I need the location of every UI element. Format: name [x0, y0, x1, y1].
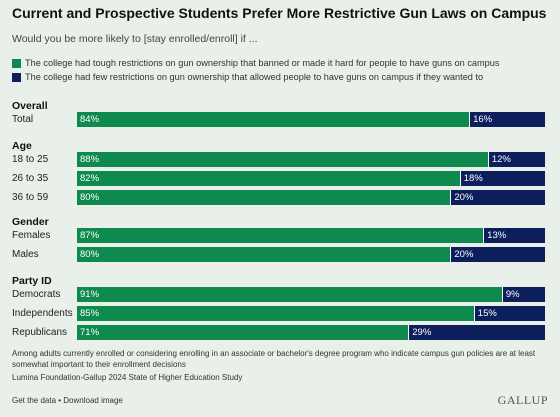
data-label: 82% [80, 173, 100, 184]
data-label: 84% [80, 114, 100, 125]
legend-item-permissive: The college had few restrictions on gun … [12, 70, 499, 84]
data-label: 29% [412, 327, 432, 338]
bar-restrictive: 87% [77, 228, 485, 243]
bar-permissive: 18% [460, 171, 545, 186]
data-label: 80% [80, 249, 100, 260]
bar-row: 82% 18% [77, 171, 545, 186]
data-label: 91% [80, 289, 100, 300]
data-label: 20% [454, 249, 474, 260]
row-label: Total [12, 114, 34, 125]
footer-links[interactable]: Get the data • Download image [12, 396, 123, 405]
bar-restrictive: 88% [77, 152, 489, 167]
chart-title: Current and Prospective Students Prefer … [12, 5, 547, 21]
bar-row: 91% 9% [77, 287, 545, 302]
data-label: 71% [80, 327, 100, 338]
bar-permissive: 15% [474, 306, 545, 321]
bar-permissive: 16% [470, 112, 545, 127]
data-label: 18% [463, 173, 483, 184]
bar-row: 85% 15% [77, 306, 545, 321]
row-label: Republicans [12, 327, 68, 338]
data-label: 80% [80, 192, 100, 203]
legend-label-permissive: The college had few restrictions on gun … [25, 72, 484, 82]
chart-subtitle: Would you be more likely to [stay enroll… [12, 33, 258, 45]
bar-restrictive: 80% [77, 190, 452, 205]
bar-row: 88% 12% [77, 152, 545, 167]
data-label: 12% [491, 154, 511, 165]
group-title: Party ID [12, 275, 52, 287]
data-label: 9% [505, 289, 520, 300]
bar-permissive: 20% [451, 190, 545, 205]
bar-restrictive: 71% [77, 325, 410, 340]
data-label: 20% [454, 192, 474, 203]
legend-swatch-restrictive [12, 58, 21, 68]
data-label: 87% [80, 230, 100, 241]
legend-item-restrictive: The college had tough restrictions on gu… [12, 56, 499, 70]
group-title: Overall [12, 100, 48, 112]
row-label: Independents [12, 308, 73, 319]
source-note: Lumina Foundation-Gallup 2024 State of H… [12, 373, 243, 382]
row-label: 18 to 25 [12, 154, 49, 165]
legend-label-restrictive: The college had tough restrictions on gu… [25, 58, 500, 68]
bar-restrictive: 85% [77, 306, 475, 321]
group-title: Gender [12, 216, 49, 228]
data-label: 16% [473, 114, 493, 125]
bar-row: 80% 20% [77, 247, 545, 262]
bar-restrictive: 84% [77, 112, 471, 127]
footnote: Among adults currently enrolled or consi… [12, 349, 536, 369]
bar-permissive: 12% [488, 152, 545, 167]
gallup-logo: GALLUP [497, 393, 548, 407]
row-label: Females [12, 230, 51, 241]
row-label: Males [12, 249, 39, 260]
bar-restrictive: 91% [77, 287, 503, 302]
bar-row: 71% 29% [77, 325, 545, 340]
bar-row: 80% 20% [77, 190, 545, 205]
bar-restrictive: 80% [77, 247, 452, 262]
bar-permissive: 9% [502, 287, 545, 302]
data-label: 88% [80, 154, 100, 165]
group-title: Age [12, 140, 32, 152]
bar-row: 87% 13% [77, 228, 545, 243]
bar-permissive: 13% [484, 228, 545, 243]
row-label: 26 to 35 [12, 173, 49, 184]
data-label: 85% [80, 308, 100, 319]
row-label: Democrats [12, 289, 61, 300]
bar-permissive: 29% [409, 325, 545, 340]
data-label: 15% [477, 308, 497, 319]
bar-row: 84% 16% [77, 112, 545, 127]
bar-permissive: 20% [451, 247, 545, 262]
bar-restrictive: 82% [77, 171, 461, 186]
legend-swatch-permissive [12, 72, 21, 82]
row-label: 36 to 59 [12, 192, 49, 203]
data-label: 13% [487, 230, 507, 241]
legend: The college had tough restrictions on gu… [12, 56, 499, 84]
